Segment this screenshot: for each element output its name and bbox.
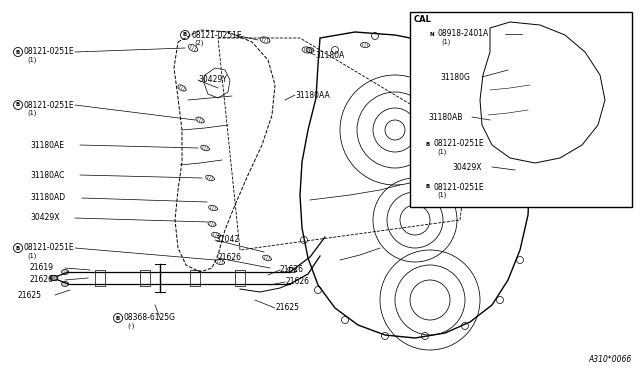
Text: (·): (·) <box>127 323 134 329</box>
Text: 31180AA: 31180AA <box>295 90 330 99</box>
Text: 21625: 21625 <box>275 304 299 312</box>
Text: 31180A: 31180A <box>315 51 344 60</box>
Text: 08121-0251E: 08121-0251E <box>24 48 75 57</box>
Text: (1): (1) <box>437 149 446 155</box>
Text: 30429X: 30429X <box>452 163 481 171</box>
Text: 08121-0251E: 08121-0251E <box>24 244 75 253</box>
Text: 30429Y: 30429Y <box>198 76 227 84</box>
Text: 21625: 21625 <box>18 291 42 299</box>
Bar <box>235 270 245 286</box>
Text: 31180G: 31180G <box>440 73 470 81</box>
Text: 08368-6125G: 08368-6125G <box>124 314 176 323</box>
Text: 30429X: 30429X <box>30 214 60 222</box>
Text: B: B <box>116 315 120 321</box>
Text: 08121-0251E: 08121-0251E <box>24 100 75 109</box>
Text: (1): (1) <box>441 39 451 45</box>
Text: 21626: 21626 <box>285 278 309 286</box>
Bar <box>190 270 200 286</box>
Text: 21626: 21626 <box>218 253 242 263</box>
Text: 08121-0251E: 08121-0251E <box>191 31 242 39</box>
Bar <box>95 270 105 286</box>
Text: 31180AC: 31180AC <box>30 170 65 180</box>
Text: B: B <box>426 141 430 147</box>
Text: (2): (2) <box>194 40 204 46</box>
Text: 21626: 21626 <box>30 276 54 285</box>
Text: (1): (1) <box>27 57 36 63</box>
Bar <box>140 270 150 286</box>
Text: 21619: 21619 <box>30 263 54 273</box>
Text: N: N <box>429 32 435 36</box>
Text: 31042: 31042 <box>215 235 239 244</box>
Text: (1): (1) <box>27 253 36 259</box>
Text: 08918-2401A: 08918-2401A <box>438 29 489 38</box>
Text: A310*0066: A310*0066 <box>589 355 632 364</box>
Text: 31180AD: 31180AD <box>30 193 65 202</box>
Text: 31180AE: 31180AE <box>30 141 64 150</box>
Text: CAL: CAL <box>414 16 432 25</box>
Text: B: B <box>426 185 430 189</box>
Text: B: B <box>183 32 187 38</box>
Text: 31180AB: 31180AB <box>428 112 462 122</box>
Text: (1): (1) <box>27 110 36 116</box>
Text: 21626: 21626 <box>280 266 304 275</box>
Text: B: B <box>16 246 20 250</box>
Text: (1): (1) <box>437 192 446 198</box>
Text: B: B <box>16 49 20 55</box>
Bar <box>410 12 632 207</box>
Text: 08121-0251E: 08121-0251E <box>434 183 484 192</box>
Text: B: B <box>16 103 20 108</box>
Text: 08121-0251E: 08121-0251E <box>434 140 484 148</box>
